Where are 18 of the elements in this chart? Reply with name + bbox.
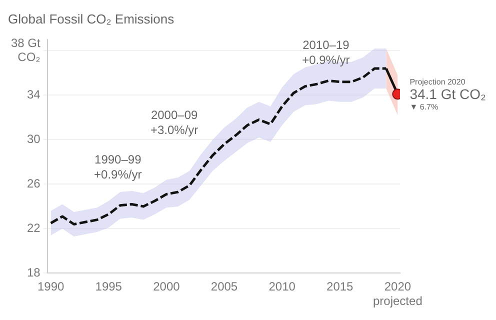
- y-tick-label: 26: [26, 176, 41, 191]
- chart-title: Global Fossil CO₂ Emissions: [8, 11, 175, 26]
- y-tick-label: 34: [26, 88, 41, 102]
- y-tick-label: 30: [26, 132, 41, 146]
- x-tick-label: 2000: [153, 280, 180, 294]
- x-tick-label: 2020 projected: [373, 280, 422, 308]
- annotation: 2010–19 +0.9%/yr: [302, 38, 350, 67]
- y-tick-label: 38 Gt CO₂: [10, 36, 42, 64]
- annotation: 1990–99 +0.9%/yr: [94, 152, 142, 182]
- x-tick-label: 1995: [95, 280, 122, 294]
- x-tick-label: 2005: [210, 280, 238, 294]
- x-tick-label: 1990: [37, 280, 64, 294]
- annotation: 2000–09 +3.0%/yr: [150, 108, 198, 137]
- x-tick-label: 2010: [268, 280, 296, 294]
- y-tick-label: 18: [26, 266, 41, 280]
- annotation: Projection 2020 34.1 Gt CO₂ ▼ 6.7%: [410, 77, 486, 112]
- y-tick-label: 22: [26, 221, 41, 236]
- x-tick-label: 2015: [326, 280, 354, 294]
